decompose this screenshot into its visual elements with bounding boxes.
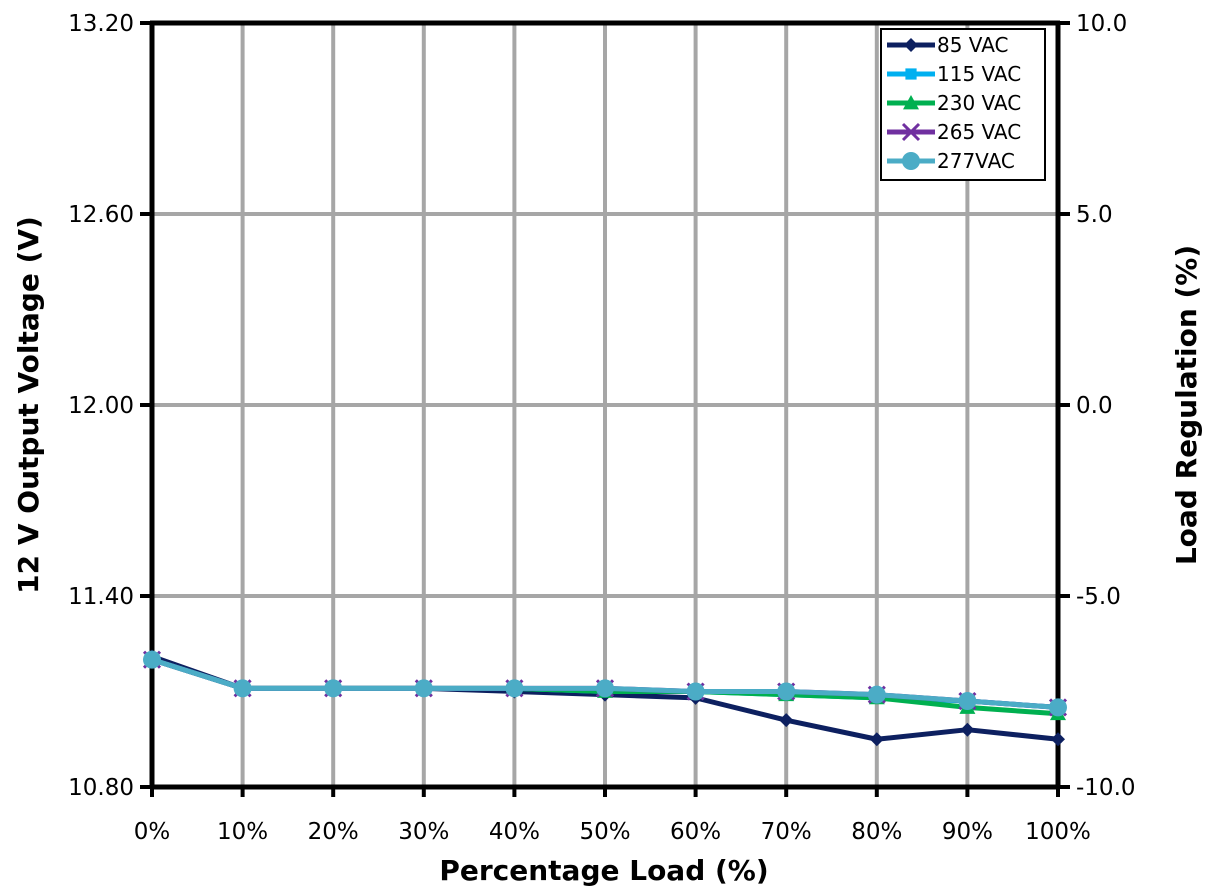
data-point <box>233 679 252 698</box>
x-tick-label: 20% <box>308 819 359 845</box>
legend-label: 265 VAC <box>937 120 1021 144</box>
tick-labels: 10.80 11.40 12.00 12.60 13.20 -10.0 -5.0 0.0 5.0… <box>68 11 1135 845</box>
x-tick-label: 0% <box>134 819 171 845</box>
y-tick-label: 12.60 <box>68 202 134 228</box>
data-point <box>958 692 977 711</box>
data-point <box>779 713 794 728</box>
data-series <box>142 649 1068 747</box>
x-tick-label: 60% <box>670 819 721 845</box>
y2-tick-label: -5.0 <box>1076 584 1121 610</box>
y-tick-label: 12.00 <box>68 393 134 419</box>
data-point <box>1049 698 1067 717</box>
legend-item: 230 VAC <box>887 91 1021 115</box>
y2-tick-label: -10.0 <box>1076 775 1136 801</box>
legend-label: 277VAC <box>937 149 1015 173</box>
legend-item: 85 VAC <box>887 33 1009 57</box>
data-point <box>905 68 917 80</box>
x-tick-label: 90% <box>942 819 993 845</box>
data-point <box>686 682 705 701</box>
legend-label: 85 VAC <box>937 33 1009 57</box>
x-axis-title: Percentage Load (%) <box>439 854 768 887</box>
x-tick-label: 100% <box>1025 819 1091 845</box>
y-axis-title: 12 V Output Voltage (V) <box>12 216 45 594</box>
data-point <box>777 682 796 701</box>
data-point <box>903 95 919 110</box>
data-point <box>869 732 884 747</box>
legend: 85 VAC 115 VAC 230 VAC 265 VAC 277VAC <box>880 28 1046 181</box>
x-tick-label: 70% <box>761 819 812 845</box>
y2-tick-label: 10.0 <box>1076 11 1127 37</box>
data-point <box>414 679 433 698</box>
x-tick-label: 40% <box>489 819 540 845</box>
y2-tick-label: 0.0 <box>1076 393 1113 419</box>
data-point <box>324 679 343 698</box>
data-point <box>596 679 614 698</box>
y2-axis-title: Load Regulation (%) <box>1170 245 1203 565</box>
data-point-stroke <box>901 122 921 142</box>
x-tick-label: 30% <box>398 819 449 845</box>
data-point <box>904 38 918 52</box>
data-point <box>901 122 921 142</box>
series-277vac <box>143 650 1067 717</box>
data-point <box>505 679 524 698</box>
legend-label: 115 VAC <box>937 62 1021 86</box>
y-tick-label: 11.40 <box>68 584 134 610</box>
legend-item: 115 VAC <box>887 62 1021 86</box>
data-point <box>960 722 975 737</box>
y2-tick-label: 5.0 <box>1076 202 1113 228</box>
x-tick-label: 80% <box>851 819 902 845</box>
legend-item: 265 VAC <box>887 120 1021 144</box>
y-tick-label: 10.80 <box>68 775 134 801</box>
data-point <box>143 650 161 669</box>
x-tick-label: 10% <box>217 819 268 845</box>
data-point <box>902 152 920 170</box>
x-tick-label: 50% <box>579 819 630 845</box>
y-tick-label: 13.20 <box>68 11 134 37</box>
legend-item: 277VAC <box>887 149 1015 173</box>
legend-label: 230 VAC <box>937 91 1021 115</box>
data-point <box>867 685 886 704</box>
data-point <box>1051 732 1065 747</box>
